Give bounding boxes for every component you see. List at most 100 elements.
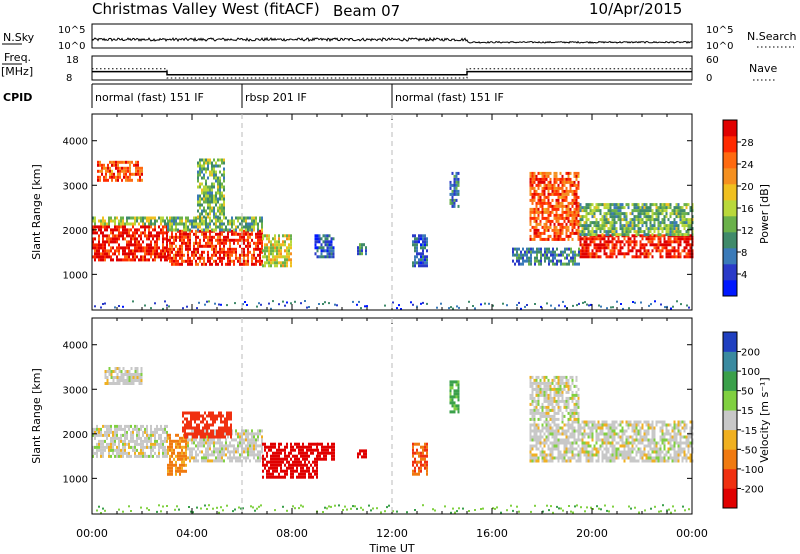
velocity-echo-region <box>317 442 335 461</box>
colorbar-tick-label: 100 <box>741 367 760 378</box>
cpid-panel: CPID normal (fast) 151 IF rbsp 201 IF norm… <box>3 83 692 108</box>
power-colorbar: 4 8 12 16 20 24 28 Power [dB] <box>722 119 771 297</box>
freq-label: Freq. <box>4 51 31 64</box>
colorbar-swatch <box>723 390 737 411</box>
power-echo-region <box>579 203 694 237</box>
cpid-segment-label: normal (fast) 151 IF <box>95 91 204 104</box>
nave-tick-top: 60 <box>706 55 719 66</box>
colorbar-swatch <box>723 429 737 450</box>
cpid-segment-label: rbsp 201 IF <box>245 91 307 104</box>
cpid-segment-label: normal (fast) 151 IF <box>395 91 504 104</box>
freq-tick-bottom: 8 <box>66 73 72 84</box>
freq-panel: Freq. [MHz] 18 8 60 0 Nave <box>1 51 777 84</box>
date-label: 10/Apr/2015 <box>589 0 682 18</box>
velocity-echo-region <box>529 375 580 421</box>
freq-unit-label: [MHz] <box>1 65 33 78</box>
beam-label: Beam 07 <box>333 2 400 20</box>
colorbar-swatch <box>723 184 737 201</box>
y-tick-label: 2000 <box>63 430 88 441</box>
power-colorbar-label: Power [dB] <box>758 184 771 244</box>
colorbar-tick-label: 20 <box>741 182 754 193</box>
velocity-echo-region <box>104 367 143 385</box>
velocity-echo-region <box>262 442 318 479</box>
colorbar-swatch <box>723 332 737 352</box>
freq-trace <box>92 70 692 76</box>
velocity-colorbar-label: Velocity [m s⁻¹] <box>758 377 771 462</box>
velocity-echo-region <box>187 429 263 463</box>
colorbar-swatch <box>723 371 737 391</box>
y-tick-label: 1000 <box>63 474 88 485</box>
colorbar-frame <box>722 331 738 509</box>
velocity-echo-region <box>449 380 460 414</box>
nsky-tick-top: 10^5 <box>58 25 85 36</box>
power-echo-region <box>579 234 694 259</box>
y-tick-label: 4000 <box>63 341 88 352</box>
power-panel: 1000 2000 3000 4000 Slant Range [km] <box>30 113 694 311</box>
velocity-echo-region <box>92 424 168 458</box>
y-tick-label: 3000 <box>63 181 88 192</box>
power-echo-region <box>529 171 580 241</box>
y-tick-label: 4000 <box>63 137 88 148</box>
colorbar-swatch <box>723 136 737 153</box>
x-tick-label: 00:00 <box>76 527 108 540</box>
x-tick-label: 12:00 <box>376 527 408 540</box>
nsearch-tick-bottom: 10^0 <box>706 41 733 52</box>
velocity-echo-region <box>529 420 694 463</box>
velocity-y-axis-label: Slant Range [km] <box>30 368 43 464</box>
nsearch-label: N.Search <box>747 30 797 43</box>
power-echo-region-near-range <box>94 300 690 310</box>
velocity-echo-region-near-range <box>96 504 690 514</box>
colorbar-swatch <box>723 200 737 217</box>
velocity-echo-region <box>182 411 232 439</box>
nave-trace <box>92 68 692 79</box>
y-tick-label: 2000 <box>63 226 88 237</box>
x-axis-label: Time UT <box>368 542 414 554</box>
power-echo-region <box>92 216 168 226</box>
colorbar-swatch <box>723 120 737 137</box>
cpid-label: CPID <box>3 91 32 104</box>
velocity-colorbar: 200 100 50 15 -15 -50 -100 -200 Velocity [m s⁻¹… <box>722 331 771 509</box>
nsky-panel: N.Sky 10^5 10^0 10^5 10^0 N.Search <box>2 23 797 52</box>
colorbar-tick-label: 50 <box>741 387 754 398</box>
power-echo-region <box>167 216 263 232</box>
nave-label: Nave <box>749 62 777 75</box>
colorbar-swatch <box>723 449 737 470</box>
power-echo-region <box>92 225 168 262</box>
power-echo-region <box>512 247 580 266</box>
colorbar-tick-label: -50 <box>741 445 757 456</box>
nsky-label: N.Sky <box>3 31 35 44</box>
colorbar-swatch <box>723 232 737 249</box>
x-tick-label: 16:00 <box>476 527 508 540</box>
power-echo-region <box>449 171 460 208</box>
colorbar-swatch <box>723 468 737 489</box>
colorbar-swatch <box>723 488 737 509</box>
x-tick-label: 04:00 <box>176 527 208 540</box>
nsky-trace <box>91 36 693 44</box>
velocity-echo-region <box>412 442 428 476</box>
nave-tick-bottom: 0 <box>706 73 712 84</box>
colorbar-tick-label: 200 <box>741 348 760 359</box>
x-tick-label: 20:00 <box>576 527 608 540</box>
colorbar-swatch <box>723 410 737 431</box>
power-echo-region <box>97 160 143 182</box>
nsearch-tick-top: 10^5 <box>706 25 733 36</box>
colorbar-swatch <box>723 351 737 372</box>
colorbar-swatch <box>723 280 737 297</box>
colorbar-tick-label: -100 <box>741 465 764 476</box>
colorbar-swatch <box>723 168 737 185</box>
freq-tick-top: 18 <box>66 55 79 66</box>
colorbar-tick-label: 16 <box>741 204 754 215</box>
colorbar-swatch <box>723 248 737 265</box>
colorbar-swatch <box>723 264 737 281</box>
power-echo-region <box>262 234 292 268</box>
colorbar-tick-label: 4 <box>741 270 747 281</box>
power-echo-region <box>197 158 225 219</box>
power-echo-region <box>167 229 263 266</box>
x-axis-tick-labels: 00:00 04:00 08:00 12:00 16:00 20:00 00:00 <box>76 527 708 540</box>
colorbar-tick-label: 8 <box>741 248 747 259</box>
colorbar-tick-label: 15 <box>741 406 754 417</box>
x-tick-label: 08:00 <box>276 527 308 540</box>
power-echo-region <box>357 243 367 256</box>
colorbar-tick-label: 12 <box>741 226 754 237</box>
